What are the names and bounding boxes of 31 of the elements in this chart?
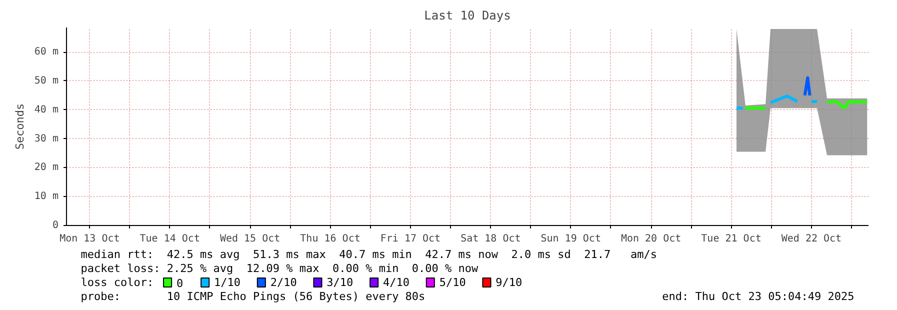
legend-label: 2/10 [270, 276, 297, 289]
text: packet loss: 2.25 % avg 12.09 % max 0.00 % min 0.00 % now [80, 262, 479, 275]
y-tick-label: 20 m [34, 162, 59, 174]
y-tick-label: 40 m [34, 104, 59, 116]
legend-label: 1/10 [214, 276, 241, 289]
y-tick-label: 50 m [34, 75, 59, 86]
legend-label: 5/10 [439, 276, 466, 289]
text: end: Thu Oct 23 05:04:49 2025 [662, 290, 854, 303]
chart-title: Last 10 Days [424, 8, 511, 22]
legend-title: loss color: [80, 276, 154, 289]
x-tick-label: Sat 18 Oct [460, 234, 521, 244]
legend-label: 9/10 [496, 276, 522, 289]
y-tick-label: 30 m [34, 133, 59, 144]
x-tick-label: Tue 14 Oct [140, 234, 200, 244]
x-tick-label: Sun 19 Oct [540, 234, 601, 244]
x-tick-label: Mon 20 Oct [620, 234, 682, 244]
x-tick-label: Tue 21 Oct [701, 234, 762, 244]
y-tick-label: 60 m [34, 46, 59, 58]
text: probe: 10 ICMP Echo Pings (56 Bytes) every 80s [80, 290, 426, 303]
x-tick-label: Wed 22 Oct [781, 234, 842, 244]
legend-label: 4/10 [383, 276, 410, 289]
y-tick-label: 0 [52, 220, 59, 231]
y-tick-label: 10 m [34, 191, 59, 202]
x-tick-label: Mon 13 Oct [60, 234, 120, 244]
x-tick-label: Fri 17 Oct [380, 234, 441, 244]
text: median rtt: 42.5 ms avg 51.3 ms max 40.7 ms min 42.7 ms now 2.0 ms sd 21.7 am/s [80, 248, 657, 261]
y-axis-title: Seconds [13, 103, 26, 150]
x-tick-label: Wed 15 Oct [220, 234, 280, 244]
x-tick-label: Thu 16 Oct [300, 234, 360, 244]
legend-label: 0 [176, 277, 184, 290]
legend-label: 3/10 [326, 276, 354, 289]
